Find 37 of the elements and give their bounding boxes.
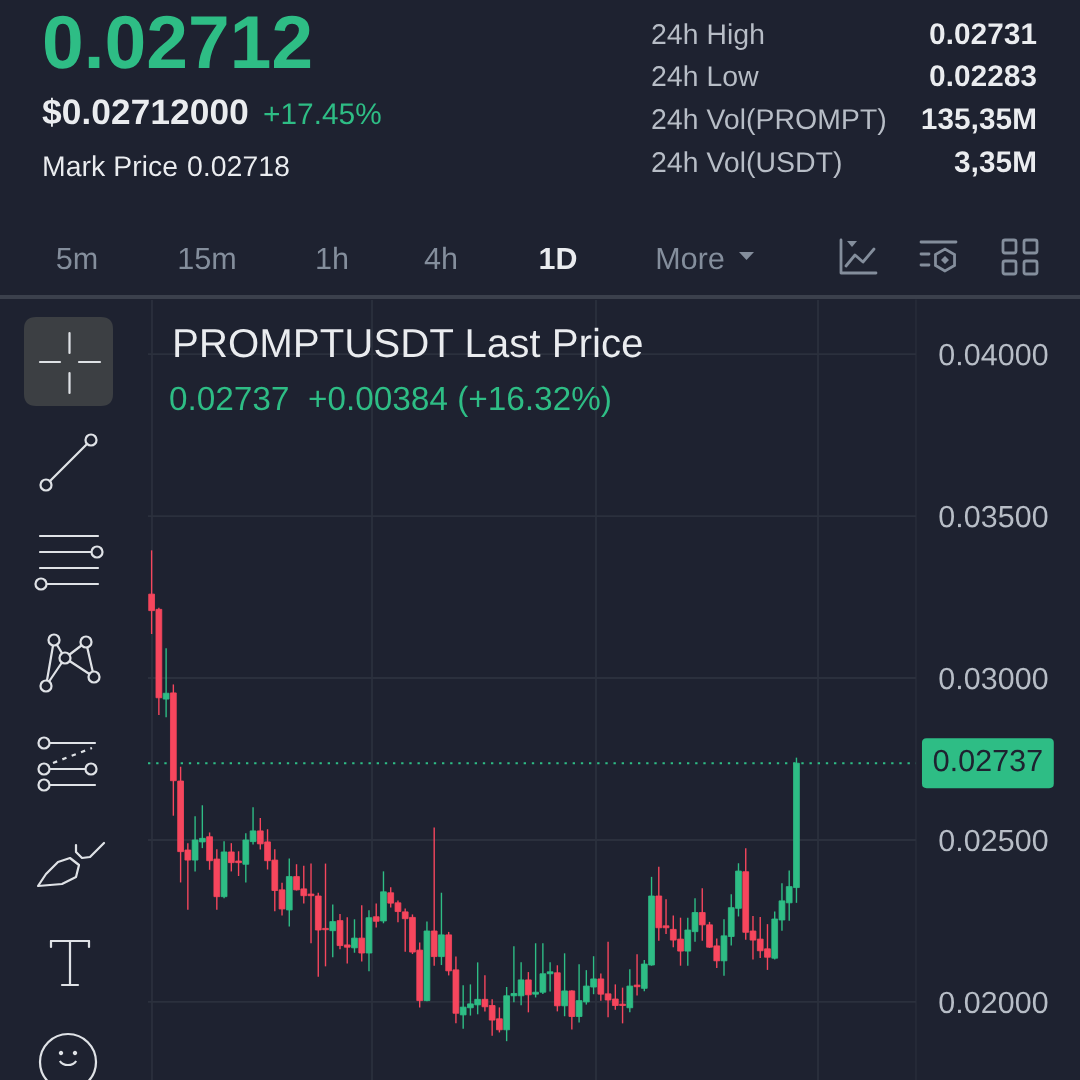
text: PROMPTUSDT Last Price — [175, 327, 642, 358]
candlestick — [561, 953, 568, 1017]
text: 5m — [57, 247, 97, 270]
text: More — [657, 247, 724, 270]
text: 1D — [540, 247, 577, 269]
text: +17.45% — [264, 103, 381, 125]
candlestick — [351, 919, 358, 953]
text: 24h Low — [652, 65, 759, 87]
text: Mark Price — [44, 155, 177, 177]
text: 0.02731 — [930, 23, 1037, 45]
candlestick — [162, 648, 170, 718]
text: 0.02718 — [188, 156, 289, 177]
candlestick — [633, 954, 641, 996]
text: $0.02712000 — [42, 97, 248, 127]
text: 0.02283 — [930, 65, 1036, 87]
text: 24h High — [652, 23, 764, 50]
ref-line-label: 0.02737 — [933, 749, 1042, 772]
y-tick-label: 0.02500 — [939, 829, 1048, 852]
candlestick — [525, 972, 532, 1013]
text: 24h Vol(USDT) — [652, 151, 841, 178]
y-tick-label: 0.04000 — [939, 343, 1048, 366]
candlestick — [329, 904, 337, 958]
text: 1h — [317, 246, 348, 269]
text: 4h — [424, 246, 457, 269]
y-tick-label: 0.03500 — [939, 505, 1048, 528]
text: 0.02712 — [44, 15, 311, 69]
text: 135,35M — [922, 108, 1036, 134]
text: 15m — [179, 247, 235, 270]
text: 24h Vol(PROMPT) — [652, 108, 885, 135]
text: 3,35M — [954, 151, 1036, 177]
candlestick — [438, 892, 445, 966]
candlestick — [358, 905, 366, 962]
y-tick-label: 0.03000 — [939, 667, 1048, 690]
y-tick-label: 0.02000 — [939, 991, 1048, 1014]
candlestick — [372, 903, 380, 928]
text: 0.02737 +0.00384 (+16.32%) — [170, 385, 610, 417]
candlestick — [626, 969, 634, 1013]
